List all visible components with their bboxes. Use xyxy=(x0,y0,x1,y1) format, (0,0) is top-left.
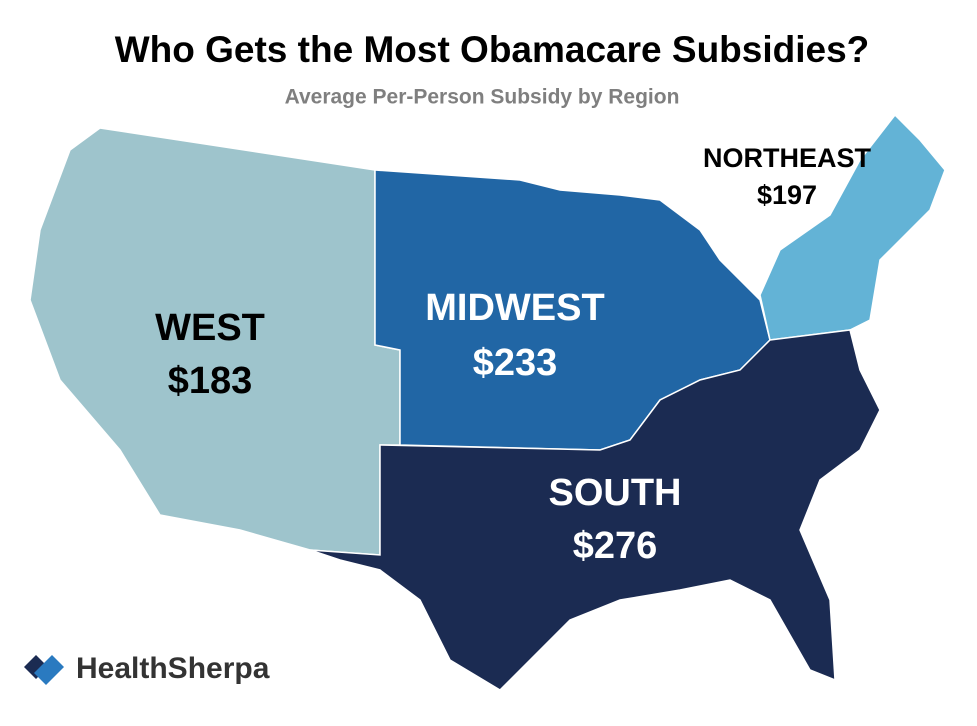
subtitle: Average Per-Person Subsidy by Region xyxy=(285,86,680,109)
region-value: $276 xyxy=(573,525,658,567)
region-name: MIDWEST xyxy=(425,287,604,329)
region-south xyxy=(309,329,881,691)
region-name: NORTHEAST xyxy=(703,143,872,173)
region-value: $197 xyxy=(757,180,817,210)
region-value: $233 xyxy=(473,342,558,384)
region-value: $183 xyxy=(168,360,253,402)
region-name: WEST xyxy=(155,307,265,349)
logo-text: HealthSherpa xyxy=(76,652,270,685)
region-name: SOUTH xyxy=(549,472,682,514)
logo-icon xyxy=(24,655,64,685)
title: Who Gets the Most Obamacare Subsidies? xyxy=(115,29,870,70)
